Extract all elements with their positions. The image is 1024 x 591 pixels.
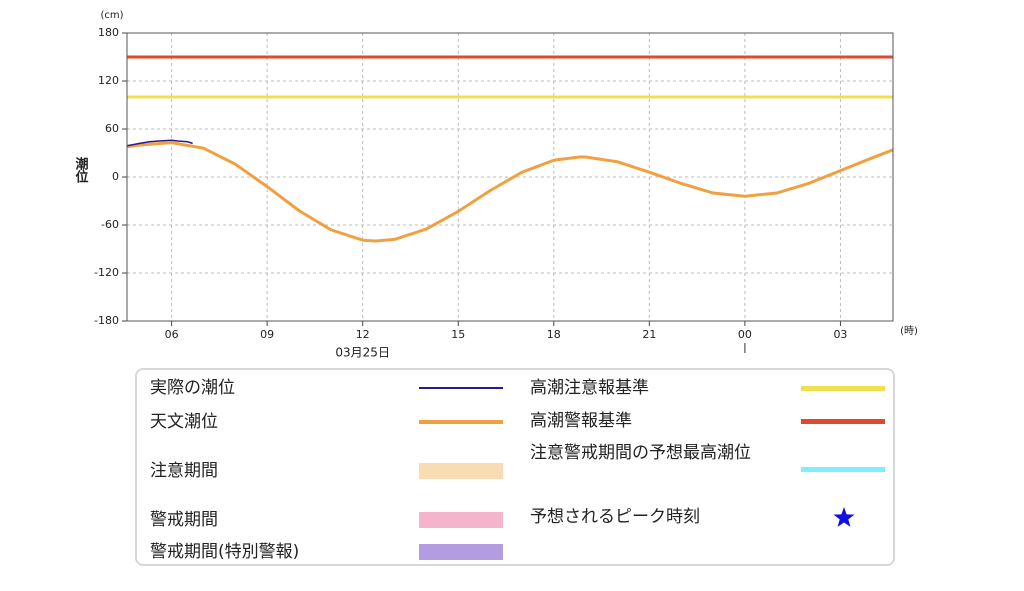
legend-label: 注意期間 [150, 461, 218, 481]
legend-swatch [419, 512, 503, 528]
legend-label: 高潮注意報基準 [530, 378, 649, 398]
x-tick-label: 15 [451, 328, 465, 341]
y-unit: (cm) [100, 10, 123, 21]
legend-swatch [801, 418, 885, 424]
legend-label: 警戒期間(特別警報) [150, 542, 300, 562]
date-label: 03月25日 [335, 346, 390, 360]
y-tick-label: -60 [101, 218, 119, 231]
series-line [126, 141, 894, 243]
y-tick-label: 60 [105, 122, 119, 135]
legend-swatch [801, 466, 885, 472]
x-tick-label: 21 [642, 328, 656, 341]
legend-label: 天文潮位 [150, 412, 218, 432]
y-tick-label: -180 [94, 314, 119, 327]
x-tick-label: 03 [833, 328, 847, 341]
x-tick-label: 12 [356, 328, 370, 341]
x-unit: (時) [900, 325, 918, 337]
series-line [126, 139, 193, 147]
legend-label: 注意警戒期間の予想最高潮位 [530, 443, 751, 463]
legend-swatch [419, 420, 503, 424]
legend-star [833, 507, 855, 527]
x-tick-label: 18 [547, 328, 561, 341]
y-tick-label: 180 [98, 26, 119, 39]
legend-swatch [419, 387, 503, 389]
y-tick-label: -120 [94, 266, 119, 279]
plot-frame [126, 32, 894, 322]
legend-label: 実際の潮位 [150, 378, 235, 398]
y-tick-label: 120 [98, 74, 119, 87]
legend-swatch [801, 385, 885, 391]
x-tick-label: 00 [738, 328, 752, 341]
legend-label: 予想されるピーク時刻 [530, 507, 700, 527]
star [833, 507, 855, 527]
legend: 実際の潮位天文潮位注意期間警戒期間警戒期間(特別警報) 高潮注意報基準 高潮警報基準… [135, 368, 895, 566]
y-tick-label: 0 [112, 170, 119, 183]
chart: (cm) (時) 潮位 180 120 60 0 -60 -120 -180 06 09 12 15… [73, 10, 918, 360]
legend-label: 高潮警報基準 [530, 411, 632, 431]
x-tick-label: 06 [165, 328, 179, 341]
legend-swatch [419, 544, 503, 560]
legend-swatch [419, 463, 503, 479]
y-axis-label: 潮位 [73, 156, 89, 184]
legend-label: 警戒期間 [150, 510, 218, 530]
x-tick-label: 09 [260, 328, 274, 341]
